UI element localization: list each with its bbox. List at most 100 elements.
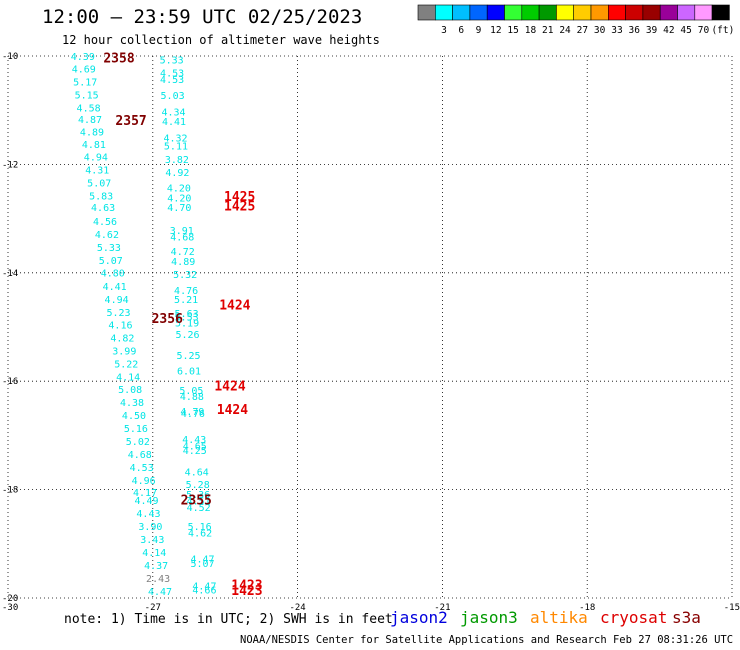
x-tick-label: -27: [145, 603, 161, 613]
pass-time-label: 1423: [231, 579, 262, 594]
wave-height-label: 4.81: [82, 140, 106, 151]
wave-height-label: 5.02: [126, 437, 150, 448]
legend-label: 18: [525, 25, 537, 36]
wave-height-label: 4.52: [187, 503, 211, 514]
wave-height-label: 5.26: [176, 330, 200, 341]
wave-height-label: 3.43: [140, 535, 164, 546]
wave-height-label: 4.47: [192, 582, 216, 593]
wave-height-label: 4.69: [72, 64, 96, 75]
wave-height-label: 5.11: [164, 141, 188, 152]
wave-height-label: 5.33: [160, 55, 184, 66]
wave-height-label: 4.82: [110, 333, 134, 344]
wave-height-label: 4.88: [180, 392, 204, 403]
wave-height-label: 4.68: [170, 232, 194, 243]
wave-height-label: 4.53: [130, 463, 154, 474]
wave-height-label: 5.32: [173, 270, 197, 281]
wave-height-label: 4.14: [142, 548, 166, 559]
pass-time-label: 1425: [224, 200, 255, 215]
pass-time-label: 1424: [219, 298, 250, 313]
wave-height-label: 3.90: [138, 522, 162, 533]
wave-height-label: 4.58: [77, 103, 101, 114]
x-tick-label: -30: [2, 603, 18, 613]
wave-height-label: 4.87: [78, 115, 102, 126]
wave-height-label: 4.50: [122, 411, 146, 422]
pass-time-label: 1424: [217, 403, 248, 418]
wave-height-label: 4.47: [148, 587, 172, 598]
wave-height-label: 4.94: [105, 295, 129, 306]
legend-swatch: [711, 4, 730, 21]
wave-height-label: 4.70: [167, 203, 191, 214]
wave-height-label: 4.68: [128, 450, 152, 461]
wave-height-label: 4.14: [116, 372, 140, 383]
wave-height-label: 4.79: [180, 407, 204, 418]
wave-height-label: 5.28: [186, 480, 210, 491]
wave-height-label: 6.01: [177, 366, 201, 377]
wave-height-label: 4.17: [133, 488, 157, 499]
wave-height-label: 4.37: [144, 561, 168, 572]
wave-height-label: 5.19: [175, 319, 199, 330]
pass-time-label: 2358: [103, 52, 134, 67]
wave-height-label: 4.43: [136, 509, 160, 520]
wave-height-label: 4.43: [182, 435, 206, 446]
legend-label: 42: [663, 25, 674, 36]
wave-height-label: 5.16: [188, 522, 212, 533]
legend-label: 45: [680, 25, 691, 36]
color-legend: 3 6 9 12 15 18 21 24 27 30 33 36 39 42 45 70 (ft): [417, 4, 734, 36]
wave-height-label: 4.41: [103, 282, 127, 293]
wave-height-label: 4.62: [188, 528, 212, 539]
wave-height-label: 4.63: [91, 203, 115, 214]
sat-label-jason3: jason3: [460, 608, 518, 627]
wave-height-label: 4.92: [165, 168, 189, 179]
pass-time-label: 2357: [115, 114, 146, 129]
wave-height-label: 5.33: [97, 243, 121, 254]
pass-time-label: 1425: [224, 190, 255, 205]
wave-height-label: 4.89: [171, 257, 195, 268]
pass-time-label: 2356: [152, 312, 183, 327]
y-tick-label: -10: [2, 52, 18, 62]
wave-height-label: 4.72: [171, 247, 195, 258]
wave-height-label: 4.89: [80, 127, 104, 138]
wave-height-label: 5.83: [89, 191, 113, 202]
wave-height-label: 4.20: [167, 193, 191, 204]
wave-height-label: 5.21: [174, 295, 198, 306]
wave-height-label: 3.91: [170, 226, 194, 237]
legend-label: 70: [698, 25, 710, 36]
wave-height-label: 5.53: [175, 313, 199, 324]
wave-height-label: 5.08: [118, 385, 142, 396]
wave-height-label: 5.25: [176, 351, 200, 362]
wave-height-label: 5.22: [114, 359, 138, 370]
wave-height-label: 4.64: [185, 468, 209, 479]
pass-time-label: 2355: [181, 493, 212, 508]
y-tick-label: -18: [2, 486, 18, 496]
wave-height-label: 5.17: [73, 77, 97, 88]
wave-height-label: 4.53: [160, 68, 184, 79]
wave-height-label: 3.82: [165, 155, 189, 166]
map-subtitle: 12 hour collection of altimeter wave hei…: [62, 33, 380, 47]
credit-line: NOAA/NESDIS Center for Satellite Applica…: [240, 634, 740, 646]
legend-unit: (ft): [711, 25, 734, 36]
wave-height-label: 4.25: [183, 446, 207, 457]
y-tick-label: -16: [2, 377, 18, 387]
wave-height-label: 5.15: [75, 90, 99, 101]
wave-height-label: 4.96: [132, 476, 156, 487]
y-tick-label: -14: [2, 269, 18, 279]
wave-height-label: 5.16: [124, 424, 148, 435]
footnote: note: 1) Time is in UTC; 2) SWH is in fe…: [64, 612, 393, 627]
map-title: 12:00 — 23:59 UTC 02/25/2023: [42, 6, 363, 28]
x-tick-label: -15: [724, 603, 740, 613]
x-tick-label: -21: [434, 603, 450, 613]
x-tick-label: -24: [289, 603, 305, 613]
wave-height-label: 4.16: [108, 320, 132, 331]
legend-label: 21: [542, 25, 554, 36]
legend-label: 24: [559, 25, 571, 36]
x-tick-label: -18: [579, 603, 595, 613]
wave-height-label: 4.53: [160, 75, 184, 86]
wave-height-label: 4.49: [134, 496, 158, 507]
wave-height-label: 4.32: [163, 133, 187, 144]
pass-time-label: 1424: [214, 380, 245, 395]
wave-height-label: 5.36: [186, 490, 210, 501]
legend-label: 6: [458, 25, 464, 36]
wave-height-label: 5.07: [87, 178, 111, 189]
wave-height-label: 4.56: [93, 217, 117, 228]
wave-height-label: 4.62: [95, 230, 119, 241]
